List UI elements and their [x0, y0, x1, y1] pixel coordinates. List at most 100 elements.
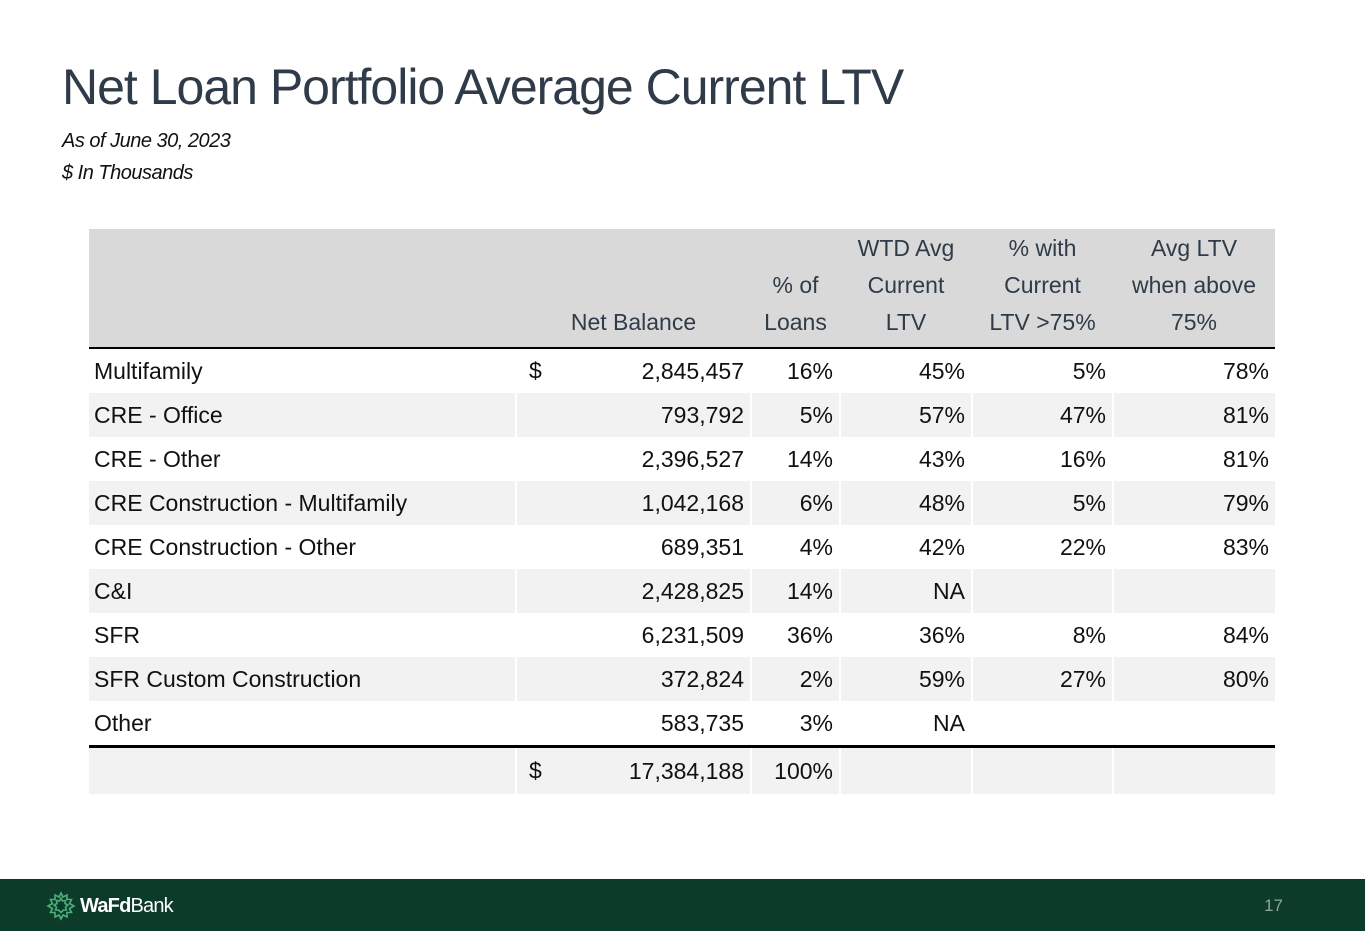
row-category: CRE - Office — [89, 393, 516, 437]
total-empty — [1112, 745, 1275, 794]
row-net-balance: 1,042,168 — [515, 481, 751, 525]
header-line: LTV — [885, 309, 927, 335]
row-pct-above-75: 22% — [971, 525, 1113, 569]
header-category — [89, 229, 516, 349]
header-line: WTD Avg — [857, 235, 955, 261]
row-avg-ltv-above-75: 83% — [1112, 525, 1275, 569]
row-avg-ltv-above-75: 81% — [1112, 437, 1275, 481]
currency-symbol: $ — [529, 357, 542, 384]
total-empty — [971, 745, 1113, 794]
row-pct-loans: 2% — [750, 657, 840, 701]
subtitle-units: $ In Thousands — [62, 162, 193, 184]
row-pct-loans: 36% — [750, 613, 840, 657]
row-category: CRE Construction - Multifamily — [89, 481, 516, 525]
header-line: when above — [1131, 272, 1257, 298]
row-net-balance: 372,824 — [515, 657, 751, 701]
subtitle-date: As of June 30, 2023 — [62, 130, 231, 152]
header-line: LTV >75% — [989, 309, 1096, 335]
table-row: CRE Construction - Multifamily 1,042,168… — [89, 481, 1275, 525]
row-net-balance: 2,428,825 — [515, 569, 751, 613]
row-avg-ltv-above-75: 81% — [1112, 393, 1275, 437]
row-pct-above-75 — [971, 569, 1113, 613]
brand-name: WaFdBank — [80, 894, 174, 918]
currency-symbol: $ — [529, 757, 542, 784]
row-pct-above-75: 47% — [971, 393, 1113, 437]
row-pct-loans: 5% — [750, 393, 840, 437]
table-row: C&I 2,428,825 14% NA — [89, 569, 1275, 613]
header-line: % of — [772, 272, 819, 298]
row-avg-ltv-above-75: 84% — [1112, 613, 1275, 657]
row-category: SFR Custom Construction — [89, 657, 516, 701]
header-wtd-avg-ltv: WTD Avg Current LTV — [840, 229, 972, 349]
brand-bold: WaFd — [80, 894, 131, 917]
header-line: Current — [1004, 272, 1081, 298]
row-category: SFR — [89, 613, 516, 657]
wafd-emblem-icon — [46, 891, 76, 921]
row-wtd-avg-ltv: 36% — [839, 613, 972, 657]
row-category: CRE - Other — [89, 437, 516, 481]
header-line: Current — [867, 272, 945, 298]
row-pct-loans: 6% — [750, 481, 840, 525]
row-wtd-avg-ltv: NA — [839, 701, 972, 747]
header-pct-above-75: % with Current LTV >75% — [972, 229, 1113, 349]
table-row: CRE - Office 793,792 5% 57% 47% 81% — [89, 393, 1275, 437]
header-line: % with — [1008, 235, 1077, 261]
row-category: Other — [89, 701, 516, 747]
table-row: Multifamily $ 2,845,457 16% 45% 5% 78% — [89, 348, 1275, 393]
page-title: Net Loan Portfolio Average Current LTV — [62, 59, 904, 115]
row-net-balance: 6,231,509 — [515, 613, 751, 657]
ltv-table: Net Balance % of Loans WTD Avg Current L… — [89, 229, 1275, 794]
table-row: SFR Custom Construction 372,824 2% 59% 2… — [89, 657, 1275, 701]
row-wtd-avg-ltv: 42% — [839, 525, 972, 569]
header-row: Net Balance % of Loans WTD Avg Current L… — [89, 229, 1275, 349]
wafd-logo: WaFdBank — [46, 891, 174, 921]
row-wtd-avg-ltv: 48% — [839, 481, 972, 525]
total-net-balance: $ 17,384,188 — [515, 745, 751, 794]
row-pct-above-75: 16% — [971, 437, 1113, 481]
row-pct-loans: 3% — [750, 701, 840, 747]
row-wtd-avg-ltv: 57% — [839, 393, 972, 437]
row-avg-ltv-above-75 — [1112, 569, 1275, 613]
header-line: 75% — [1170, 309, 1218, 335]
total-balance-value: 17,384,188 — [628, 757, 744, 784]
row-category: C&I — [89, 569, 516, 613]
row-wtd-avg-ltv: 43% — [839, 437, 972, 481]
row-wtd-avg-ltv: NA — [839, 569, 972, 613]
row-pct-above-75: 5% — [971, 348, 1113, 393]
header-line: Net Balance — [570, 309, 697, 335]
row-avg-ltv-above-75: 79% — [1112, 481, 1275, 525]
row-pct-above-75: 5% — [971, 481, 1113, 525]
header-net-balance: Net Balance — [516, 229, 751, 349]
row-pct-above-75: 8% — [971, 613, 1113, 657]
row-wtd-avg-ltv: 45% — [839, 348, 972, 393]
row-pct-loans: 16% — [750, 348, 840, 393]
row-category: Multifamily — [89, 348, 516, 393]
row-wtd-avg-ltv: 59% — [839, 657, 972, 701]
total-pct-loans: 100% — [750, 745, 840, 794]
header-line: Avg LTV — [1150, 235, 1238, 261]
header-avg-ltv-above-75: Avg LTV when above 75% — [1113, 229, 1275, 349]
page-number: 17 — [1264, 896, 1283, 915]
row-avg-ltv-above-75: 80% — [1112, 657, 1275, 701]
row-pct-above-75 — [971, 701, 1113, 747]
row-pct-loans: 14% — [750, 437, 840, 481]
table-row: CRE - Other 2,396,527 14% 43% 16% 81% — [89, 437, 1275, 481]
row-avg-ltv-above-75 — [1112, 701, 1275, 747]
footer-bar: WaFdBank 17 — [0, 879, 1365, 931]
row-net-balance: $ 2,845,457 — [515, 348, 751, 393]
total-row: $ 17,384,188 100% — [89, 745, 1275, 794]
row-net-balance: 689,351 — [515, 525, 751, 569]
row-net-balance: 583,735 — [515, 701, 751, 747]
row-pct-above-75: 27% — [971, 657, 1113, 701]
row-pct-loans: 4% — [750, 525, 840, 569]
row-pct-loans: 14% — [750, 569, 840, 613]
total-label — [89, 745, 516, 794]
table-row: CRE Construction - Other 689,351 4% 42% … — [89, 525, 1275, 569]
balance-value: 2,845,457 — [641, 357, 744, 384]
row-net-balance: 793,792 — [515, 393, 751, 437]
total-empty — [839, 745, 972, 794]
header-line: Loans — [764, 309, 827, 335]
row-net-balance: 2,396,527 — [515, 437, 751, 481]
row-category: CRE Construction - Other — [89, 525, 516, 569]
